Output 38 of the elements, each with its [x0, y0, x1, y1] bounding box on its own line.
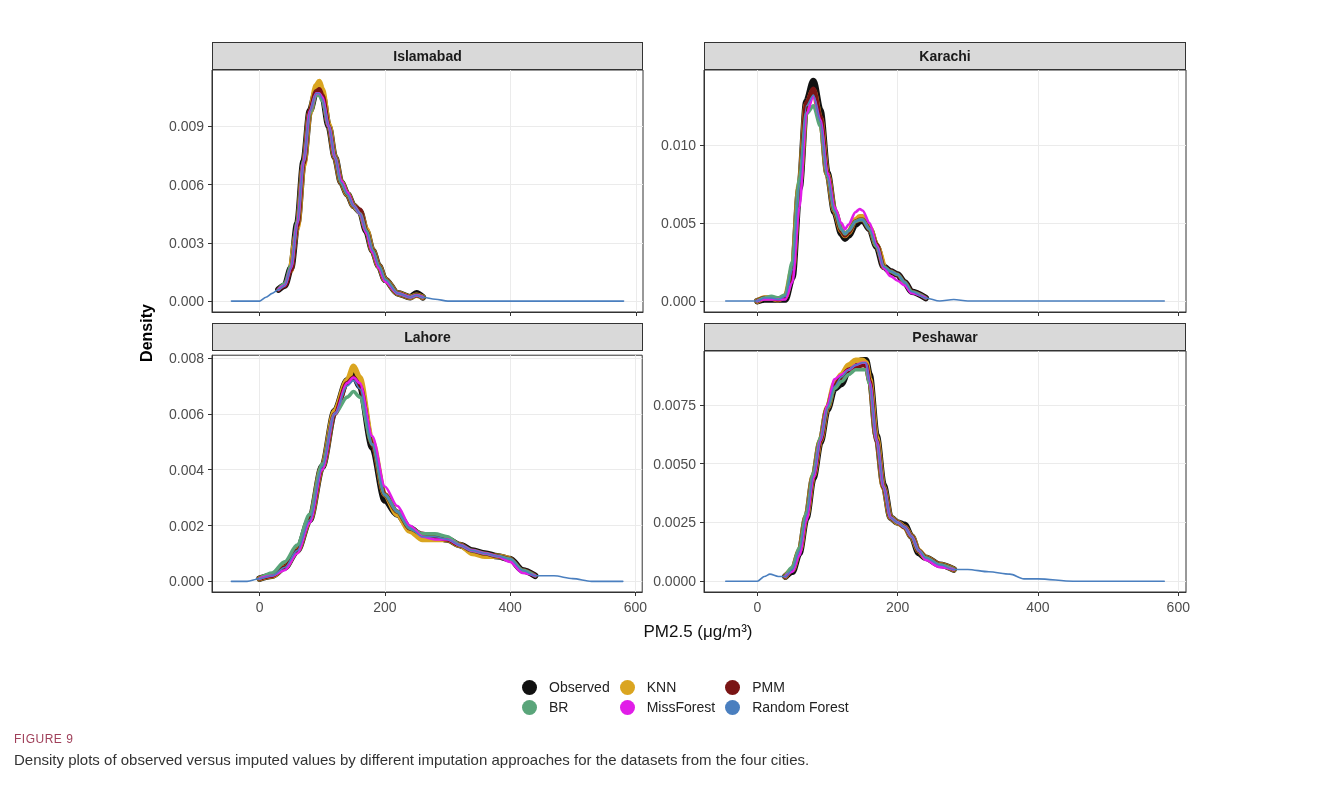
y-tick-label: 0.0050	[653, 455, 697, 472]
x-tick-label: 0	[753, 599, 762, 615]
chart-title: Peshawar	[704, 323, 1186, 351]
y-tick-label: 0.0025	[653, 514, 697, 531]
legend-label: Random Forest	[752, 699, 849, 715]
chart-title: Karachi	[704, 42, 1186, 70]
y-tick-label: 0.005	[660, 215, 697, 232]
x-tick-label: 200	[373, 599, 397, 615]
text: Density plots of observed versus imputed values by different imputation approaches for the datasets from the four cities.	[14, 751, 810, 768]
y-axis-title: Density	[138, 304, 156, 362]
x-tick-label: 400	[1026, 599, 1050, 615]
legend-label: MissForest	[646, 699, 716, 715]
y-tick-label: 0.006	[168, 405, 205, 422]
legend-label: Observed	[549, 679, 610, 695]
x-tick-label: 400	[498, 599, 522, 615]
x-axis-title: PM2.5 (μg/m³)	[643, 622, 753, 642]
y-tick-label: 0.008	[168, 350, 205, 366]
legend-label: KNN	[646, 679, 677, 695]
y-tick-label: 0.000	[660, 293, 697, 310]
x-tick-label: 0	[255, 599, 264, 615]
y-tick-label: 0.000	[168, 573, 205, 590]
y-tick-label: 0.009	[168, 118, 205, 135]
y-tick-label: 0.004	[168, 461, 205, 478]
y-tick-label: 0.006	[168, 176, 205, 193]
x-tick-label: 200	[885, 599, 910, 615]
legend-label: PMM	[752, 679, 785, 695]
y-tick-label: 0.002	[168, 517, 205, 534]
chart-title: Islamabad	[212, 42, 643, 70]
legend-label: BR	[549, 699, 569, 715]
x-tick-label: 600	[623, 599, 648, 615]
y-tick-label: 0.0000	[653, 573, 697, 590]
y-tick-label: 0.000	[168, 293, 205, 310]
caption: FIGURE 9	[14, 732, 74, 746]
y-tick-label: 0.010	[660, 136, 697, 153]
y-tick-label: 0.0075	[653, 397, 697, 414]
y-tick-label: 0.003	[168, 234, 205, 251]
x-tick-label: 600	[1166, 599, 1191, 615]
chart-title: Lahore	[212, 323, 643, 351]
